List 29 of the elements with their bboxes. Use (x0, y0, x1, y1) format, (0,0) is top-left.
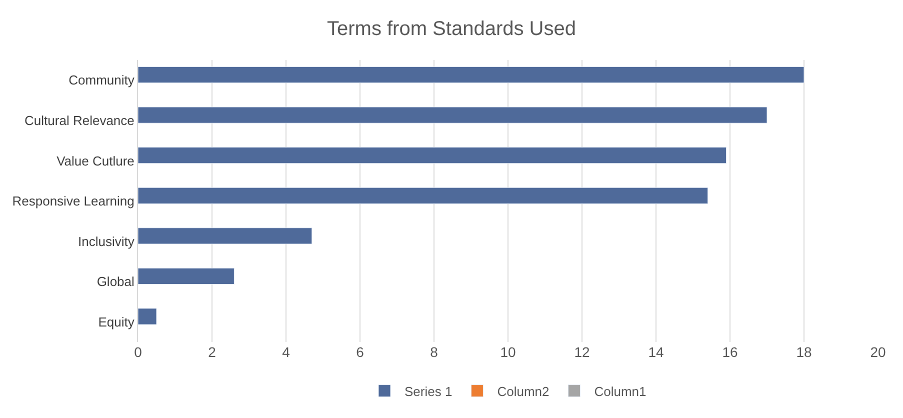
x-tick-label: 20 (870, 344, 886, 360)
x-tick-label: 2 (208, 344, 216, 360)
y-tick-label: Cultural Relevance (24, 112, 134, 128)
bar (138, 66, 804, 84)
bar (138, 147, 727, 164)
x-tick-label: 16 (722, 344, 738, 360)
x-tick-label: 14 (648, 344, 664, 360)
legend-label: Series 1 (404, 384, 452, 399)
bar (138, 308, 157, 325)
y-tick-label: Inclusivity (78, 234, 135, 249)
bar (138, 228, 312, 244)
y-tick-label: Value Cutlure (56, 153, 134, 168)
chart-title: Terms from Standards Used (327, 18, 576, 40)
x-tick-label: 0 (134, 344, 142, 360)
bar (138, 187, 708, 204)
x-tick-label: 4 (282, 344, 290, 360)
y-tick-label: Global (96, 274, 135, 290)
legend-label: Column2 (497, 384, 550, 399)
x-tick-label: 10 (500, 344, 516, 360)
legend-label: Column1 (594, 384, 646, 399)
y-tick-label: Equity (98, 314, 135, 330)
x-tick-label: 18 (796, 344, 812, 360)
x-tick-label: 6 (356, 344, 364, 360)
x-tick-label: 8 (430, 344, 438, 360)
bar (138, 106, 768, 124)
x-tick-label: 12 (574, 344, 590, 360)
y-tick-label: Responsive Learning (12, 194, 134, 209)
y-tick-label: Community (68, 72, 135, 88)
bar (138, 268, 234, 285)
